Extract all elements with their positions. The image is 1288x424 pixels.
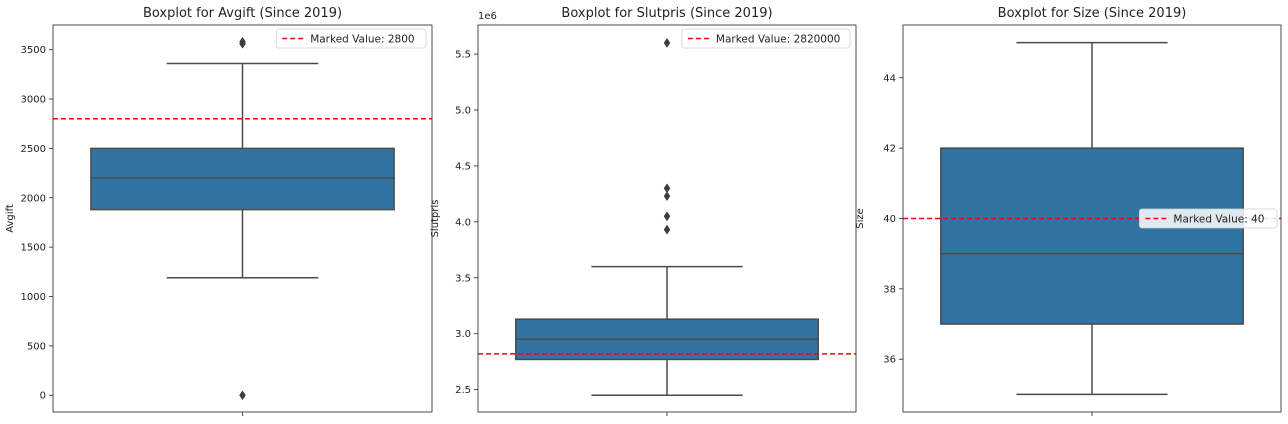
y-tick-label: 5.0 xyxy=(455,106,471,117)
y-axis-offset-label: 1e6 xyxy=(478,11,497,22)
legend: Marked Value: 2800 xyxy=(275,28,427,49)
chart-title: Boxplot for Avgift (Since 2019) xyxy=(143,6,342,21)
y-tick-label: 500 xyxy=(27,341,46,352)
y-tick-label: 38 xyxy=(883,284,896,295)
y-axis-label: Avgift xyxy=(5,204,16,233)
plot-frame xyxy=(902,24,1282,413)
y-tick-label: 3.5 xyxy=(455,273,471,284)
outlier-point xyxy=(663,191,671,202)
y-tick-label: 1500 xyxy=(21,243,46,254)
y-tick-label: 44 xyxy=(883,73,896,84)
y-tick-label: 2500 xyxy=(21,144,46,155)
y-tick-label: 40 xyxy=(883,214,896,225)
box-iqr xyxy=(940,147,1244,325)
y-tick-label: 36 xyxy=(883,355,896,366)
y-tick-label: 0 xyxy=(40,391,46,402)
legend-frame xyxy=(275,28,427,49)
outlier-point xyxy=(663,224,671,235)
chart-title: Boxplot for Size (Since 2019) xyxy=(998,6,1187,21)
y-tick-label: 3.0 xyxy=(455,329,471,340)
legend-frame xyxy=(1139,208,1278,229)
legend-label: Marked Value: 2820000 xyxy=(716,34,840,46)
y-tick-label: 4.5 xyxy=(455,161,471,172)
y-tick-label: 4.0 xyxy=(455,217,471,228)
plot-frame xyxy=(477,24,857,413)
outlier-point xyxy=(663,37,671,48)
y-tick-label: 3000 xyxy=(21,95,46,106)
chart-panel-3: Boxplot for Size (Since 2019) Size 36 38 40 4… xyxy=(855,6,1282,416)
plot-frame xyxy=(52,24,433,413)
y-tick-label: 5.5 xyxy=(455,50,471,61)
legend-frame xyxy=(681,28,851,49)
legend: Marked Value: 2820000 xyxy=(681,28,851,49)
y-axis-label: Size xyxy=(855,208,866,229)
y-tick-label: 3500 xyxy=(21,45,46,56)
outlier-point xyxy=(239,390,246,401)
y-tick-label: 42 xyxy=(883,144,896,155)
chart-title: Boxplot for Slutpris (Since 2019) xyxy=(561,6,772,21)
outlier-point xyxy=(663,211,671,222)
chart-panel-1: Boxplot for Avgift (Since 2019) Avgift 0 50… xyxy=(5,6,433,416)
outlier-point xyxy=(239,36,246,47)
y-tick-label: 2000 xyxy=(21,193,46,204)
box-iqr xyxy=(90,147,395,211)
chart-panel-2: Boxplot for Slutpris (Since 2019) Slutpri… xyxy=(430,6,857,416)
y-tick-label: 2.5 xyxy=(455,385,471,396)
legend: Marked Value: 40 xyxy=(1139,208,1278,229)
y-tick-label: 1000 xyxy=(21,292,46,303)
y-axis-label: Slutpris xyxy=(430,200,441,238)
legend-label: Marked Value: 2800 xyxy=(310,34,414,46)
legend-label: Marked Value: 40 xyxy=(1173,214,1264,226)
